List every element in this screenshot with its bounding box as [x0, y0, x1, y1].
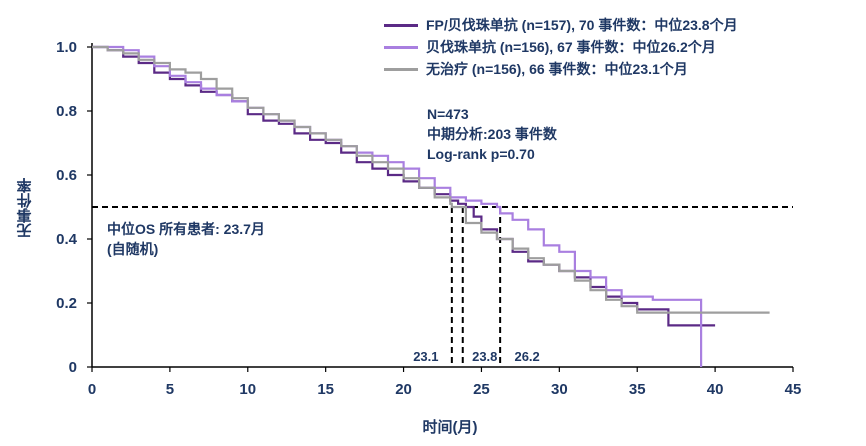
x-tick-label: 40 [707, 381, 724, 398]
axes [87, 43, 794, 372]
y-tick-label: 0.8 [56, 103, 77, 120]
legend-item-no-treatment: 无治疗 (n=156), 66 事件数：中位23.1个月 [384, 58, 738, 80]
legend-item-bev: 贝伐珠单抗 (n=156), 67 事件数：中位26.2个月 [384, 36, 738, 58]
y-tick-label: 0.2 [56, 295, 77, 312]
y-tick-label: 0.4 [56, 231, 78, 248]
y-tick-label: 1.0 [56, 39, 77, 56]
stats-block: N=473 中期分析:203 事件数 Log-rank p=0.70 [427, 104, 557, 164]
km-curve-1 [92, 45, 703, 367]
legend-swatch-fp-bev [384, 23, 418, 27]
y-tick-label: 0.6 [56, 167, 77, 184]
median-note-line1: 中位OS 所有患者: 23.7月 [107, 221, 265, 237]
legend-swatch-bev [384, 45, 418, 49]
tick-labels: 0 5 10 15 20 25 30 35 40 45 0 0.2 0.4 0.6 0.8 1.0 23.1 23… [56, 39, 801, 398]
legend-item-fp-bev: FP/贝伐珠单抗 (n=157), 70 事件数：中位23.8个月 [384, 14, 738, 36]
legend: FP/贝伐珠单抗 (n=157), 70 事件数：中位23.8个月 贝伐珠单抗 … [384, 14, 738, 80]
x-tick-label: 5 [166, 381, 174, 398]
legend-label-fp-bev: FP/贝伐珠单抗 (n=157), 70 事件数：中位23.8个月 [426, 17, 738, 33]
x-tick-label: 20 [395, 381, 412, 398]
x-tick-label: 30 [551, 381, 568, 398]
x-tick-label: 35 [629, 381, 646, 398]
median-note-line2: (自随机) [107, 241, 159, 257]
legend-label-bev: 贝伐珠单抗 (n=156), 67 事件数：中位26.2个月 [426, 39, 716, 55]
y-tick-label: 0 [69, 359, 77, 376]
median-value-label: 23.8 [472, 349, 497, 364]
survival-curves [92, 45, 770, 367]
x-tick-label: 25 [473, 381, 490, 398]
reference-lines [92, 206, 793, 367]
legend-label-no-treatment: 无治疗 (n=156), 66 事件数：中位23.1个月 [426, 61, 688, 77]
x-tick-label: 0 [88, 381, 96, 398]
km-curve-2 [92, 45, 770, 314]
median-value-label: 26.2 [514, 349, 539, 364]
x-axis-label: 时间(月) [422, 419, 478, 436]
median-value-label: 23.1 [413, 349, 438, 364]
x-tick-label: 15 [317, 381, 334, 398]
y-axis-label: 无事件率 [16, 178, 34, 238]
median-note: 中位OS 所有患者: 23.7月 (自随机) [107, 219, 265, 259]
stats-logrank: Log-rank p=0.70 [427, 146, 535, 162]
km-curve-0 [92, 45, 716, 327]
x-tick-label: 45 [785, 381, 802, 398]
legend-swatch-no-treatment [384, 67, 418, 71]
stats-interim: 中期分析:203 事件数 [427, 126, 557, 142]
x-tick-label: 10 [239, 381, 256, 398]
stats-n: N=473 [427, 106, 469, 122]
